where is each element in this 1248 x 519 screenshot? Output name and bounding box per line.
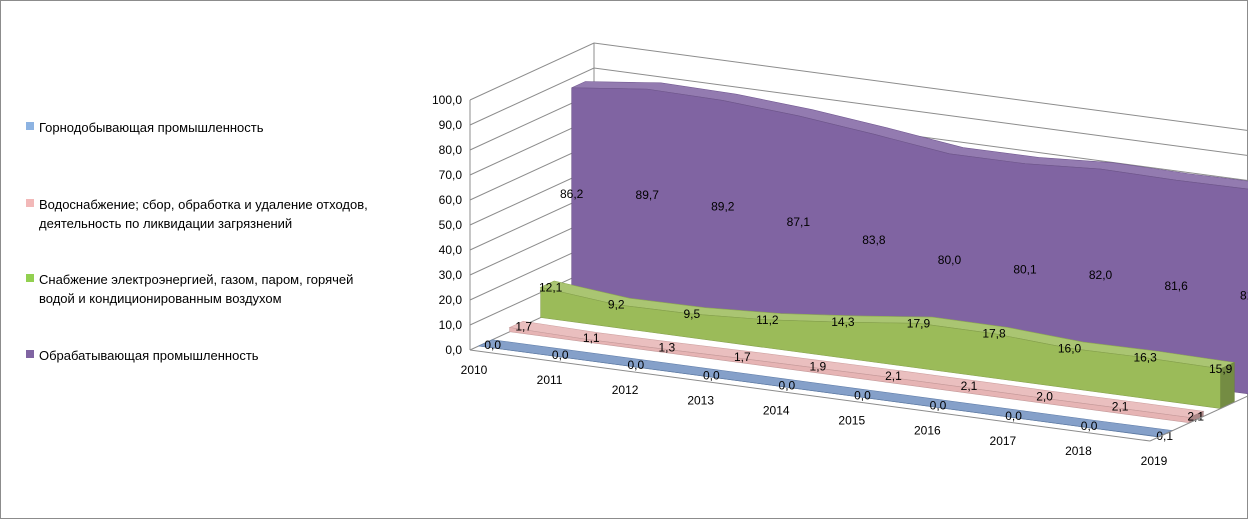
legend-label-mining: Горнодобывающая промышленность bbox=[39, 120, 264, 135]
y-tick-label: 70,0 bbox=[439, 168, 463, 182]
chart-series bbox=[477, 81, 1248, 438]
series-0 bbox=[477, 339, 1174, 438]
y-tick-label: 60,0 bbox=[439, 193, 463, 207]
data-label: 2,1 bbox=[1112, 399, 1129, 413]
data-label: 89,2 bbox=[711, 199, 735, 213]
data-label: 1,3 bbox=[658, 341, 675, 355]
data-label: 0,0 bbox=[1081, 419, 1098, 433]
data-label: 9,5 bbox=[683, 307, 700, 321]
data-label: 16,3 bbox=[1133, 351, 1157, 365]
legend-swatch-mining bbox=[26, 122, 34, 130]
x-tick-label: 2013 bbox=[687, 393, 714, 407]
y-tick-label: 100,0 bbox=[432, 93, 462, 107]
legend-swatch-water bbox=[26, 199, 34, 207]
data-label: 83,8 bbox=[862, 233, 886, 247]
series-2 bbox=[539, 280, 1236, 409]
legend-label-energy: Снабжение электроэнергией, газом, паром,… bbox=[39, 270, 353, 308]
data-label: 0,0 bbox=[854, 389, 871, 403]
data-label: 0,0 bbox=[703, 368, 720, 382]
data-label: 82,0 bbox=[1089, 268, 1113, 282]
y-tick-label: 90,0 bbox=[439, 118, 463, 132]
data-label: 1,7 bbox=[515, 320, 532, 334]
legend-item-energy: Снабжение электроэнергией, газом, паром,… bbox=[26, 270, 353, 308]
data-label: 0,0 bbox=[1005, 409, 1022, 423]
chart-axes: 0,0 10,0 20,0 30,0 40,0 50,0 60,0 70,0 80,0 90,0 1… bbox=[432, 93, 1248, 468]
legend-label-energy-line2: водой и кондиционированным воздухом bbox=[39, 291, 282, 306]
data-label: 80,0 bbox=[938, 253, 962, 267]
legend-label-manufacturing: Обрабатывающая промышленность bbox=[39, 348, 259, 363]
legend: Горнодобывающая промышленность Водоснабж… bbox=[26, 0, 426, 519]
floor-right-edge bbox=[1149, 395, 1248, 442]
data-label: 15,9 bbox=[1209, 362, 1233, 376]
legend-label-water: Водоснабжение; сбор, обработка и удалени… bbox=[39, 195, 368, 233]
data-label: 2,0 bbox=[1036, 390, 1053, 404]
data-label: 0,1 bbox=[1156, 429, 1173, 443]
data-label: 2,1 bbox=[885, 369, 902, 383]
data-label: 1,1 bbox=[583, 331, 600, 345]
legend-label-water-line1: Водоснабжение; сбор, обработка и удалени… bbox=[39, 197, 368, 212]
legend-item-mining: Горнодобывающая промышленность bbox=[26, 118, 264, 137]
y-tick-label: 0,0 bbox=[445, 343, 462, 357]
data-label: 1,7 bbox=[734, 350, 751, 364]
x-tick-label: 2011 bbox=[537, 373, 563, 387]
data-label: 81,9 bbox=[1240, 289, 1248, 303]
x-tick-label: 2010 bbox=[461, 363, 488, 377]
data-label: 11,2 bbox=[756, 313, 779, 327]
data-label: 1,9 bbox=[810, 359, 827, 373]
x-tick-label: 2014 bbox=[763, 403, 790, 417]
data-label: 17,9 bbox=[907, 316, 931, 330]
legend-swatch-energy bbox=[26, 274, 34, 282]
x-tick-label: 2012 bbox=[612, 383, 639, 397]
data-label: 17,8 bbox=[982, 327, 1006, 341]
data-label: 89,7 bbox=[636, 188, 660, 202]
data-label: 87,1 bbox=[787, 215, 811, 229]
chart-data-labels: 86,2 89,7 89,2 87,1 83,8 80,0 80,1 82,0 81,6 81,9… bbox=[484, 187, 1248, 443]
data-label: 0,0 bbox=[484, 338, 501, 352]
x-axis-line bbox=[469, 349, 1151, 442]
data-label: 2,1 bbox=[1187, 410, 1204, 424]
y-tick-label: 50,0 bbox=[439, 218, 463, 232]
data-label: 9,2 bbox=[608, 298, 625, 312]
legend-item-water: Водоснабжение; сбор, обработка и удалени… bbox=[26, 195, 368, 233]
x-tick-label: 2019 bbox=[1141, 454, 1168, 468]
legend-item-manufacturing: Обрабатывающая промышленность bbox=[26, 346, 259, 365]
data-label: 0,0 bbox=[779, 378, 796, 392]
y-tick-label: 10,0 bbox=[439, 318, 463, 332]
data-label: 0,0 bbox=[552, 348, 569, 362]
legend-label-energy-line1: Снабжение электроэнергией, газом, паром,… bbox=[39, 272, 354, 287]
legend-label-water-line2: деятельность по ликвидации загрязнений bbox=[39, 216, 293, 231]
data-label: 2,1 bbox=[961, 379, 978, 393]
y-tick-label: 40,0 bbox=[439, 243, 463, 257]
series-1 bbox=[508, 320, 1205, 424]
data-label: 0,0 bbox=[930, 399, 947, 413]
data-label: 80,1 bbox=[1013, 263, 1037, 277]
legend-swatch-manufacturing bbox=[26, 350, 34, 358]
y-tick-label: 80,0 bbox=[439, 143, 463, 157]
data-label: 86,2 bbox=[560, 187, 584, 201]
data-label: 0,0 bbox=[627, 358, 644, 372]
x-tick-label: 2016 bbox=[914, 424, 941, 438]
x-tick-label: 2018 bbox=[1065, 444, 1092, 458]
x-tick-label: 2017 bbox=[990, 434, 1017, 448]
y-tick-label: 30,0 bbox=[439, 268, 463, 282]
data-label: 16,0 bbox=[1058, 341, 1082, 355]
y-tick-label: 20,0 bbox=[439, 293, 463, 307]
data-label: 81,6 bbox=[1164, 279, 1188, 293]
data-label: 14,3 bbox=[831, 315, 855, 329]
x-tick-label: 2015 bbox=[838, 414, 865, 428]
data-label: 12,1 bbox=[539, 280, 563, 294]
